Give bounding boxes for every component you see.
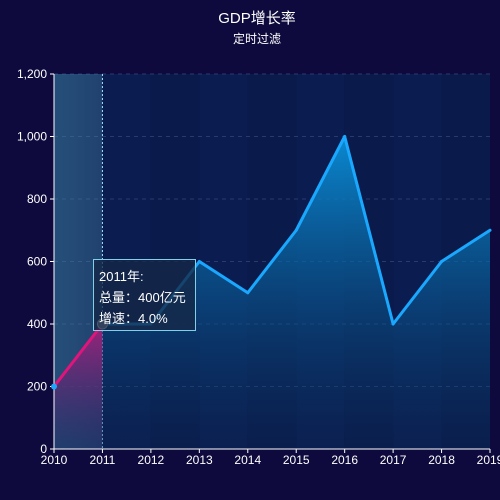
y-tick-label: 600 [27, 255, 47, 269]
series-segment [246, 228, 298, 295]
y-tick-label: 0 [40, 442, 47, 456]
y-tick-label: 1,200 [17, 67, 47, 81]
chart-subtitle: 定时过滤 [232, 32, 281, 46]
x-tick-label: 2011 [90, 453, 116, 467]
y-tick-label: 200 [27, 380, 47, 394]
y-tick-label: 1,000 [17, 130, 47, 144]
x-tick-label: 2014 [234, 453, 261, 467]
series-segment [440, 228, 492, 263]
y-tick-label: 800 [27, 192, 47, 206]
x-tick-label: 2019 [477, 453, 500, 467]
highlight-area [54, 324, 103, 449]
x-tick-label: 2016 [331, 453, 358, 467]
x-tick-label: 2010 [41, 453, 68, 467]
x-tick-label: 2018 [428, 453, 455, 467]
x-tick-label: 2017 [380, 453, 407, 467]
line-chart[interactable]: 0 200 400 600 800 1,000 1,200 2010 2011 2012 2013 2… [7, 0, 500, 500]
y-tick-label: 400 [27, 317, 47, 331]
tooltip-year: 2011年: [99, 269, 144, 284]
series-segment [391, 260, 444, 326]
x-tick-label: 2015 [283, 453, 310, 467]
x-tick-label: 2013 [186, 453, 213, 467]
series-segment [343, 135, 395, 326]
series-segment [52, 322, 104, 388]
tooltip-total: 总量：400亿元 [99, 290, 186, 305]
series-segment [197, 260, 250, 295]
data-point [51, 383, 57, 390]
chart-title: GDP增长率 [218, 10, 296, 27]
series-segment [294, 135, 347, 232]
tooltip-growth: 增速：4.0% [99, 311, 168, 326]
tooltip: 2011年: 总量：400亿元 增速：4.0% [93, 259, 196, 331]
x-tick-label: 2012 [138, 453, 165, 467]
area-fill [54, 136, 490, 449]
